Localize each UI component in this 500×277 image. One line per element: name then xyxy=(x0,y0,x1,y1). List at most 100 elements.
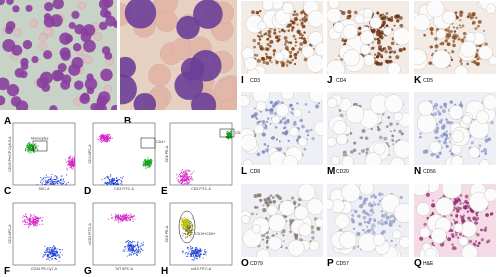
event-dot xyxy=(147,157,149,159)
event-dot xyxy=(132,249,134,252)
event-dot xyxy=(117,218,119,220)
x-axis-label: CD3 FITC-A xyxy=(191,187,211,191)
stained-cell xyxy=(390,15,394,19)
y-axis-label: CD4 APC-A xyxy=(88,144,92,164)
event-dot xyxy=(194,251,196,253)
fat-vacuole xyxy=(373,142,386,155)
event-dot xyxy=(109,186,110,187)
event-dot xyxy=(27,219,29,221)
fat-vacuole xyxy=(460,221,477,238)
event-dot xyxy=(127,243,129,246)
event-dot xyxy=(185,219,187,221)
event-dot xyxy=(116,184,118,185)
stained-cell xyxy=(430,31,433,34)
stained-cell xyxy=(275,138,279,141)
event-dot xyxy=(113,182,116,184)
event-dot xyxy=(195,257,197,259)
event-dot xyxy=(140,246,142,248)
panel-letter: F xyxy=(4,266,10,277)
ihc-image xyxy=(414,92,496,165)
event-dot xyxy=(48,184,50,185)
event-dot xyxy=(57,182,59,184)
event-dot xyxy=(55,253,57,255)
stained-cell xyxy=(288,50,293,55)
stained-cell xyxy=(431,199,434,202)
event-dot xyxy=(54,255,57,257)
event-dot xyxy=(164,137,165,138)
event-dot xyxy=(67,157,69,159)
event-dot xyxy=(34,215,36,217)
event-dot xyxy=(23,224,25,226)
x-axis-label: cd19 FITC-A xyxy=(191,267,212,271)
event-dot xyxy=(147,162,149,164)
event-dot xyxy=(25,213,27,215)
stained-cell xyxy=(485,213,489,217)
event-dot xyxy=(27,146,29,148)
event-dot xyxy=(230,133,232,135)
stain-label: CD8 xyxy=(250,169,260,175)
stained-cell xyxy=(375,32,380,37)
event-dot xyxy=(188,233,190,235)
event-dot xyxy=(78,160,79,161)
stained-cell xyxy=(419,135,422,139)
event-dot xyxy=(34,224,36,226)
event-dot xyxy=(122,214,124,217)
stained-cell xyxy=(443,140,447,145)
event-dot xyxy=(187,252,189,254)
stained-cell xyxy=(282,234,285,237)
event-dot xyxy=(56,178,58,180)
event-dot xyxy=(166,140,167,141)
stained-cell xyxy=(269,122,272,125)
event-dot xyxy=(110,214,113,216)
event-dot xyxy=(235,169,236,170)
event-dot xyxy=(28,149,31,151)
fat-vacuole xyxy=(298,223,312,237)
stained-cell xyxy=(459,10,463,15)
event-dot xyxy=(236,174,237,175)
stained-cell xyxy=(291,29,294,32)
stained-cell xyxy=(380,209,384,213)
event-dot xyxy=(108,182,110,184)
event-dot xyxy=(239,169,240,170)
event-dot xyxy=(47,181,50,183)
stained-cell xyxy=(443,102,448,107)
event-dot xyxy=(56,176,58,178)
stained-cell xyxy=(429,26,434,32)
event-dot xyxy=(79,159,80,160)
stained-cell xyxy=(483,228,487,232)
event-dot xyxy=(134,218,136,220)
event-dot xyxy=(123,218,125,220)
stained-cell xyxy=(287,139,290,143)
stained-cell xyxy=(251,10,255,15)
event-dot xyxy=(144,160,146,162)
stained-cell xyxy=(268,59,272,62)
event-dot xyxy=(191,250,193,252)
event-dot xyxy=(50,183,52,185)
event-dot xyxy=(69,158,71,160)
event-dot xyxy=(66,185,67,186)
event-dot xyxy=(237,166,238,167)
event-dot xyxy=(76,163,77,164)
gate xyxy=(178,210,196,244)
event-dot xyxy=(79,158,80,159)
cell xyxy=(43,50,53,60)
plot-area xyxy=(180,216,208,261)
stained-cell xyxy=(396,19,400,23)
event-dot xyxy=(61,249,63,251)
event-dot xyxy=(109,134,111,136)
fat-vacuole xyxy=(465,32,476,43)
fat-vacuole xyxy=(257,21,267,31)
event-dot xyxy=(238,172,239,173)
event-dot xyxy=(183,180,185,182)
stained-cell xyxy=(253,107,256,110)
event-dot xyxy=(131,216,133,218)
stained-cell xyxy=(268,56,271,60)
stained-cell xyxy=(388,55,392,59)
event-dot xyxy=(188,234,190,236)
event-dot xyxy=(99,136,101,138)
plot-area xyxy=(21,213,63,262)
event-dot xyxy=(142,249,144,252)
stained-cell xyxy=(281,117,285,121)
event-dot xyxy=(227,138,229,140)
fat-vacuole xyxy=(354,13,365,24)
